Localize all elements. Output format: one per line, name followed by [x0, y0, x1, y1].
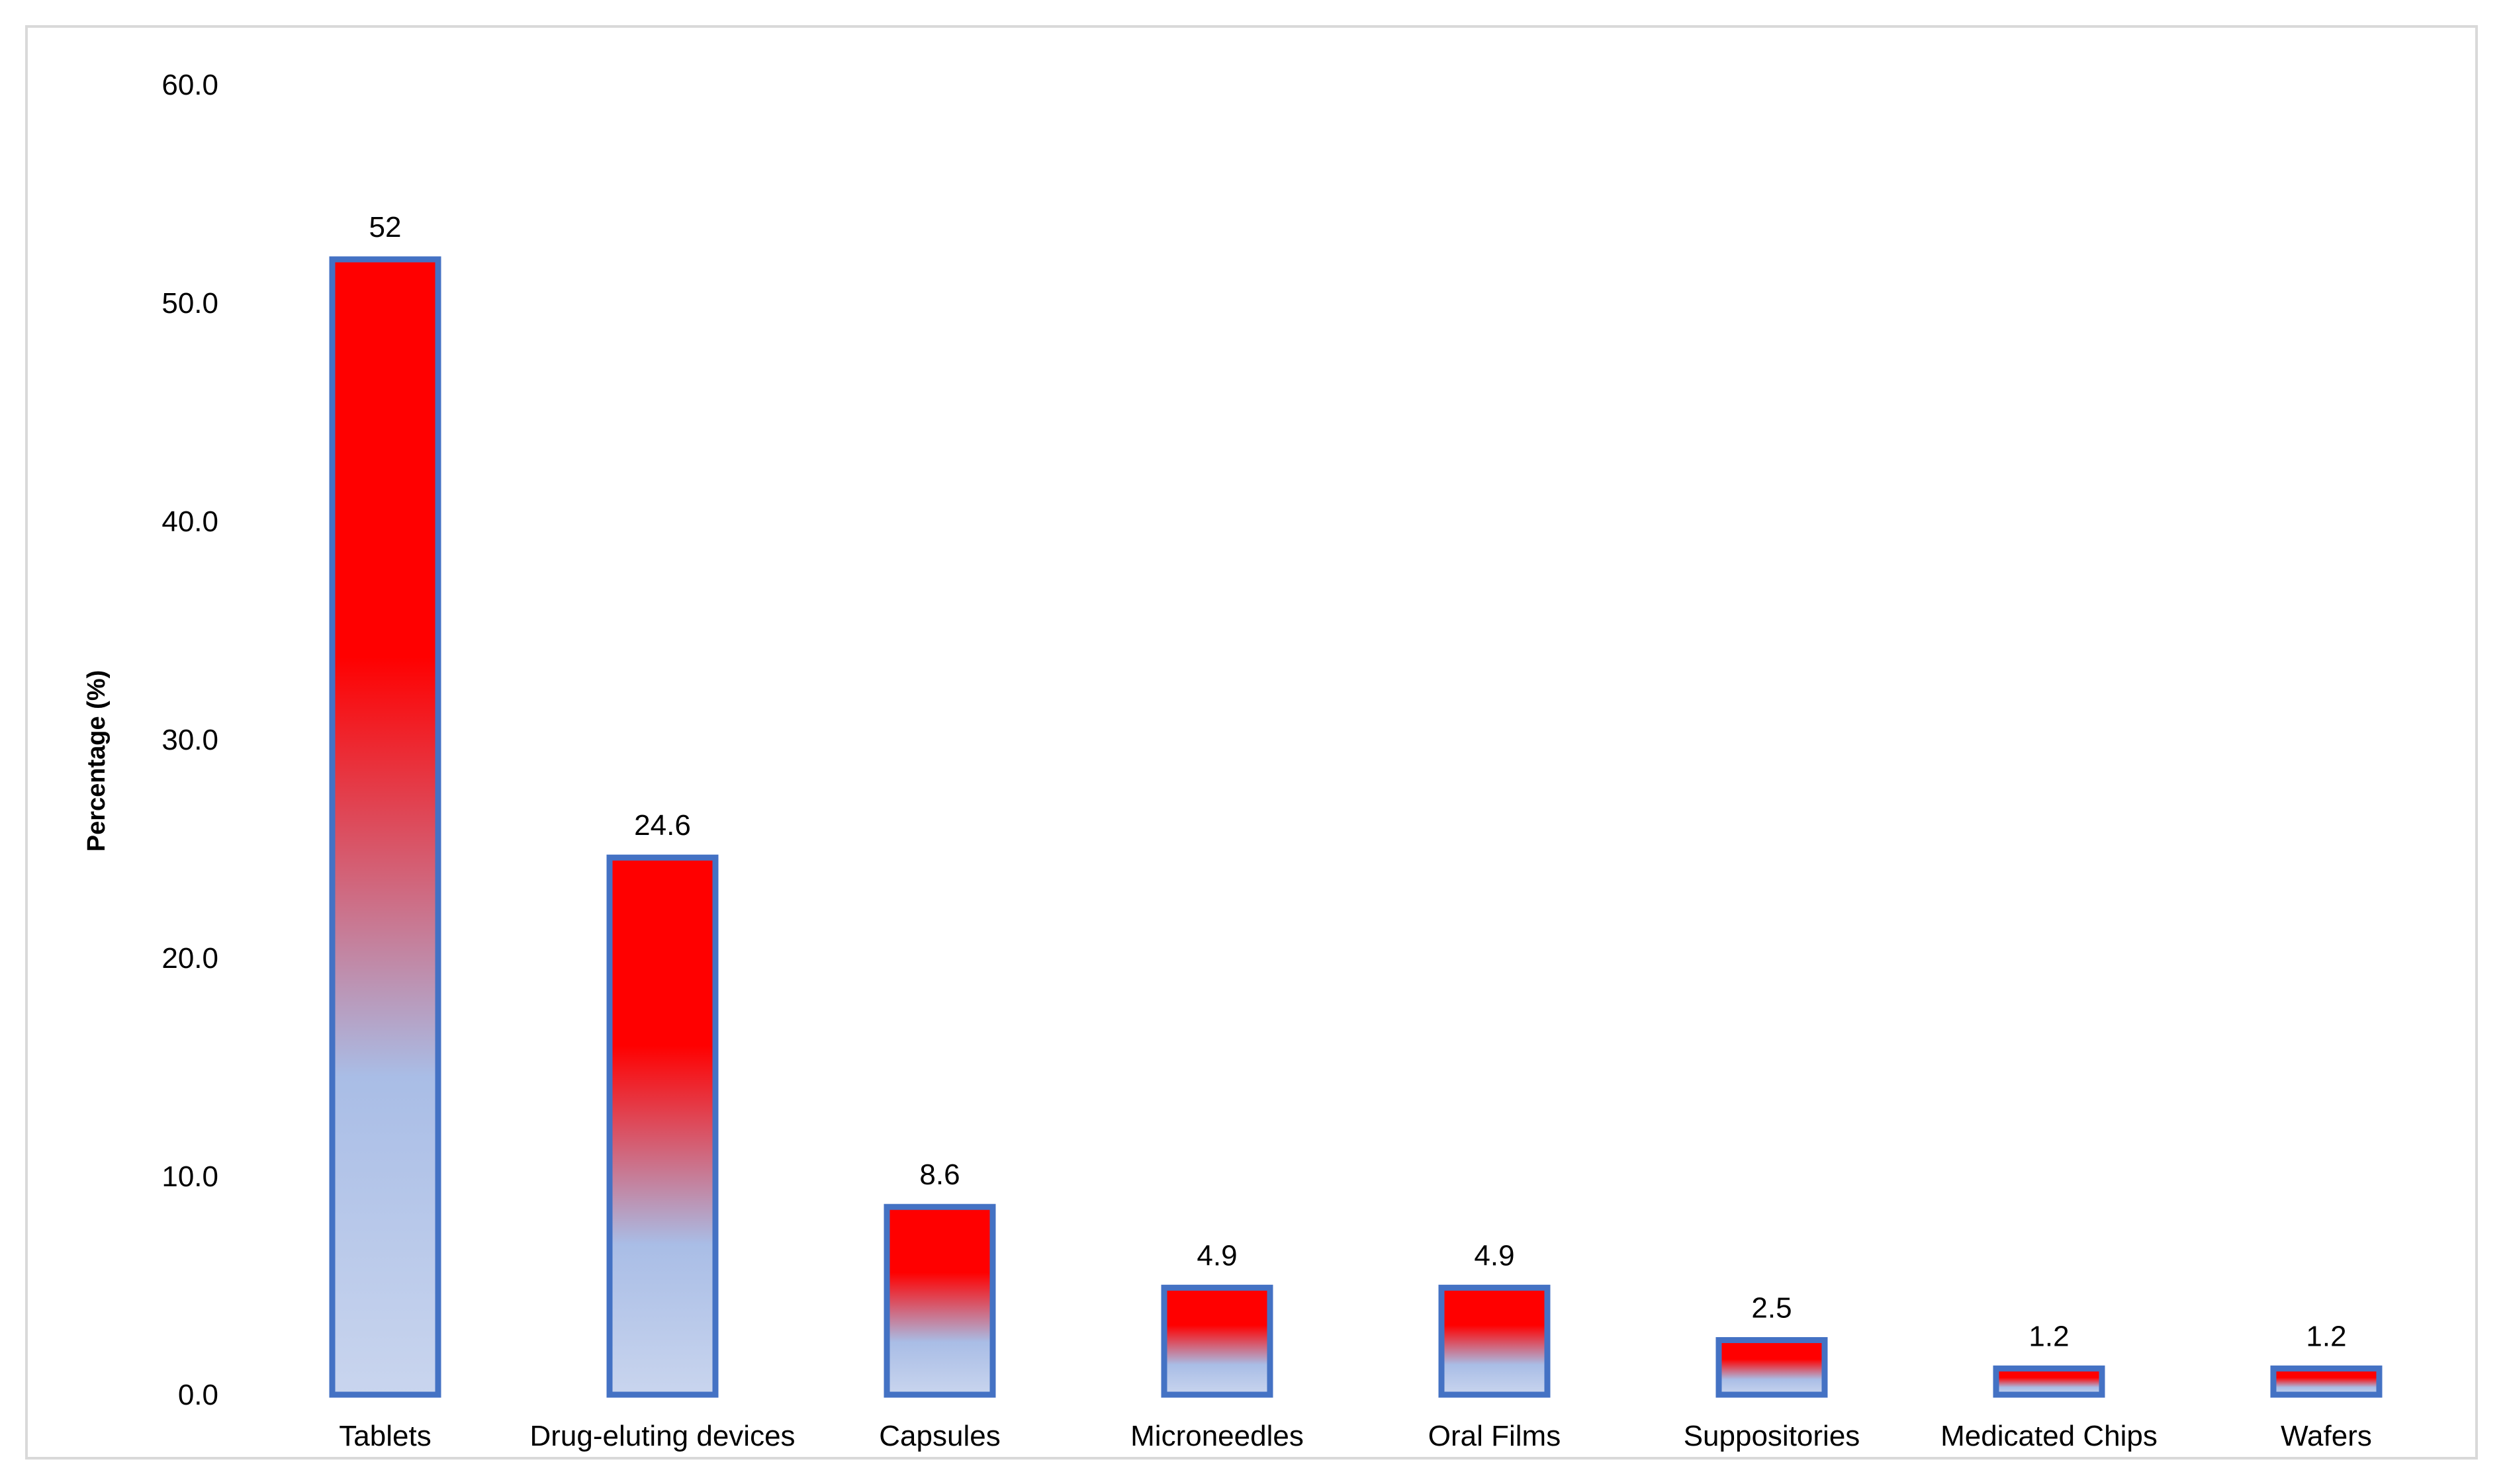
bar-medicated-chips [1993, 1365, 2105, 1398]
bar-capsules [884, 1203, 996, 1398]
y-tick-label: 40.0 [161, 505, 218, 538]
data-label: 1.2 [2028, 1320, 2069, 1352]
data-label: 4.9 [1474, 1239, 1514, 1272]
x-category-label: Drug-eluting devices [529, 1420, 795, 1452]
bar-drug-eluting-devices [606, 854, 719, 1398]
bar-suppositories [1715, 1337, 1828, 1398]
y-tick-label: 0.0 [178, 1379, 218, 1411]
bars-group [329, 256, 2383, 1398]
data-label: 8.6 [919, 1158, 960, 1191]
data-label: 4.9 [1197, 1239, 1237, 1272]
x-category-label: Tablets [339, 1420, 431, 1452]
y-tick-label: 20.0 [161, 942, 218, 975]
bar-tablets [329, 256, 441, 1398]
x-category-label: Suppositories [1684, 1420, 1860, 1452]
data-label: 24.6 [634, 809, 691, 842]
x-category-label: Medicated Chips [1940, 1420, 2158, 1452]
bar-oral-films [1438, 1284, 1551, 1398]
x-category-label: Capsules [879, 1420, 1000, 1452]
y-tick-label: 10.0 [161, 1160, 218, 1193]
y-tick-label: 60.0 [161, 69, 218, 101]
y-tick-label: 30.0 [161, 724, 218, 756]
data-label: 1.2 [2306, 1320, 2346, 1352]
x-category-label: Microneedles [1130, 1420, 1304, 1452]
y-tick-label: 50.0 [161, 287, 218, 320]
data-label: 2.5 [1751, 1292, 1792, 1325]
x-category-label: Wafers [2281, 1420, 2372, 1452]
bar-wafers [2270, 1365, 2383, 1398]
y-axis-ticks: 0.0 10.0 20.0 30.0 40.0 50.0 60.0 [161, 69, 218, 1411]
y-axis-title: Percentage (%) [83, 670, 111, 852]
category-labels-group: Tablets Drug-eluting devices Capsules Micro… [339, 1420, 2372, 1452]
data-label: 52 [369, 211, 402, 243]
bar-microneedles [1161, 1284, 1273, 1398]
x-category-label: Oral Films [1428, 1420, 1561, 1452]
data-labels-group: 52 24.6 8.6 4.9 4.9 2.5 1.2 1.2 [369, 211, 2347, 1352]
